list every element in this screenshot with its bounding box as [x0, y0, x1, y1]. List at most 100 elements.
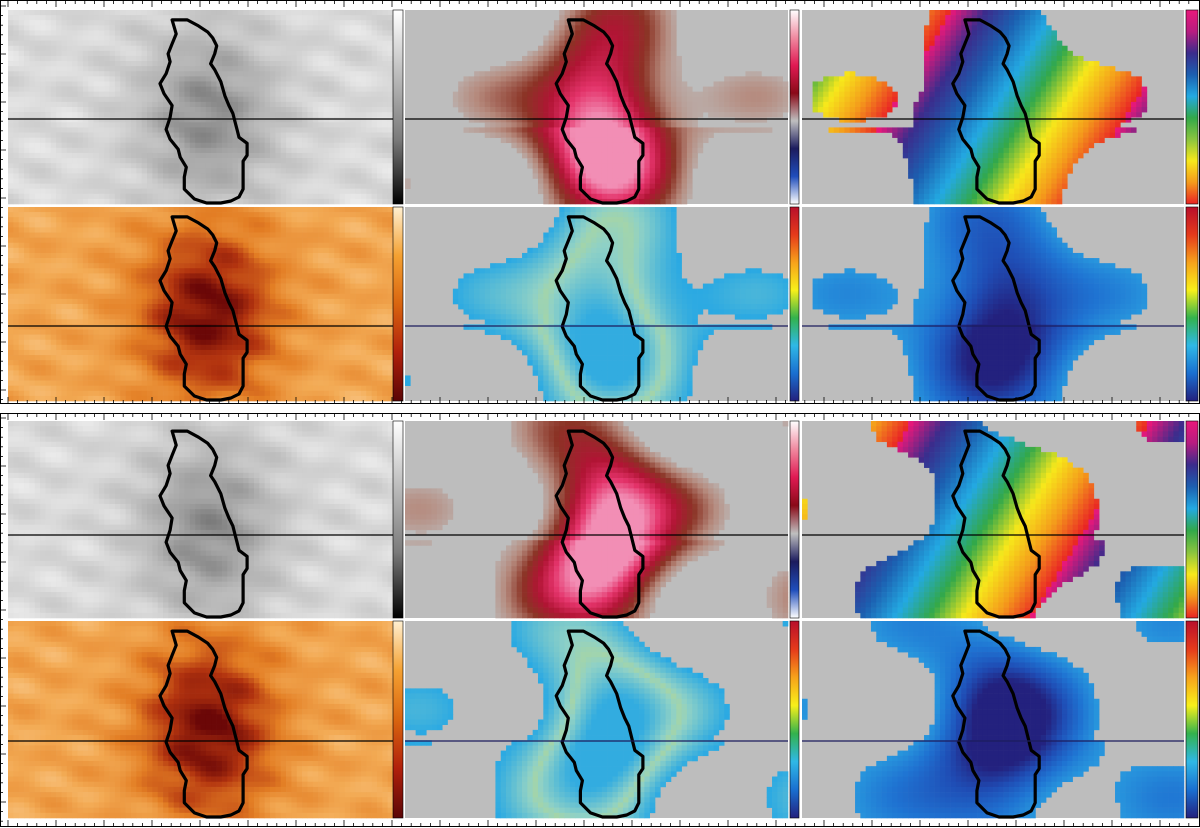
pixel	[597, 168, 603, 173]
pixel	[265, 117, 271, 122]
pixel	[19, 71, 25, 76]
pixel	[83, 87, 89, 92]
pixel	[201, 76, 207, 81]
pixel	[655, 122, 661, 127]
pixel	[1041, 36, 1047, 41]
pixel	[35, 143, 41, 148]
pixel	[945, 112, 951, 117]
pixel	[211, 25, 217, 30]
pixel	[988, 51, 994, 56]
pixel	[249, 122, 255, 127]
pixel	[142, 102, 148, 107]
pixel	[644, 30, 650, 35]
pixel	[1089, 97, 1095, 102]
pixel	[40, 97, 46, 102]
pixel	[591, 15, 597, 20]
pixel	[485, 133, 491, 138]
pixel	[666, 15, 672, 20]
pixel	[201, 168, 207, 173]
pixel	[249, 25, 255, 30]
pixel	[533, 138, 539, 143]
pixel	[126, 148, 132, 153]
pixel	[1099, 97, 1105, 102]
pixel	[270, 127, 276, 132]
pixel	[217, 10, 223, 15]
pixel	[1041, 51, 1047, 56]
pixel	[163, 10, 169, 15]
pixel	[88, 194, 94, 199]
pixel	[217, 153, 223, 158]
pixel	[998, 102, 1004, 107]
pixel	[559, 148, 565, 153]
pixel	[217, 158, 223, 163]
pixel	[307, 158, 313, 163]
pixel	[682, 143, 688, 148]
pixel	[281, 15, 287, 20]
pixel	[163, 112, 169, 117]
pixel	[334, 71, 340, 76]
pixel	[887, 92, 893, 97]
pixel	[13, 194, 19, 199]
pixel	[110, 189, 116, 194]
pixel	[78, 173, 84, 178]
pixel	[581, 107, 587, 112]
pixel	[120, 87, 126, 92]
pixel	[388, 122, 394, 127]
pixel	[179, 25, 185, 30]
pixel	[945, 81, 951, 86]
pixel	[366, 194, 372, 199]
pixel	[206, 102, 212, 107]
pixel	[307, 87, 313, 92]
pixel	[591, 122, 597, 127]
pixel	[158, 122, 164, 127]
pixel	[714, 81, 720, 86]
pixel	[19, 184, 25, 189]
pixel	[1078, 71, 1084, 76]
pixel	[45, 122, 51, 127]
pixel	[382, 20, 388, 25]
pixel	[639, 81, 645, 86]
pixel	[51, 199, 57, 204]
pixel	[8, 112, 14, 117]
pixel	[517, 102, 523, 107]
pixel	[318, 20, 324, 25]
pixel	[104, 81, 110, 86]
pixel	[206, 41, 212, 46]
pixel	[136, 25, 142, 30]
pixel	[618, 112, 624, 117]
pixel	[168, 127, 174, 132]
pixel	[168, 10, 174, 15]
pixel	[940, 51, 946, 56]
pixel	[190, 71, 196, 76]
pixel	[1030, 30, 1036, 35]
pixel	[291, 194, 297, 199]
pixel	[1041, 41, 1047, 46]
pixel	[142, 122, 148, 127]
pixel	[174, 133, 180, 138]
pixel	[45, 194, 51, 199]
pixel	[676, 173, 682, 178]
pixel	[735, 102, 741, 107]
pixel	[291, 127, 297, 132]
pixel	[158, 41, 164, 46]
pixel	[586, 25, 592, 30]
pixel	[623, 158, 629, 163]
pixel	[222, 153, 228, 158]
pixel	[110, 66, 116, 71]
pixel	[83, 158, 89, 163]
pixel	[924, 36, 930, 41]
pixel	[281, 102, 287, 107]
pixel	[158, 112, 164, 117]
pixel	[1051, 66, 1057, 71]
pixel	[356, 51, 362, 56]
pixel	[966, 107, 972, 112]
pixel	[291, 76, 297, 81]
pixel	[120, 127, 126, 132]
pixel	[227, 81, 233, 86]
pixel	[201, 127, 207, 132]
pixel	[179, 46, 185, 51]
pixel	[966, 92, 972, 97]
pixel	[249, 36, 255, 41]
pixel	[131, 92, 137, 97]
pixel	[94, 153, 100, 158]
